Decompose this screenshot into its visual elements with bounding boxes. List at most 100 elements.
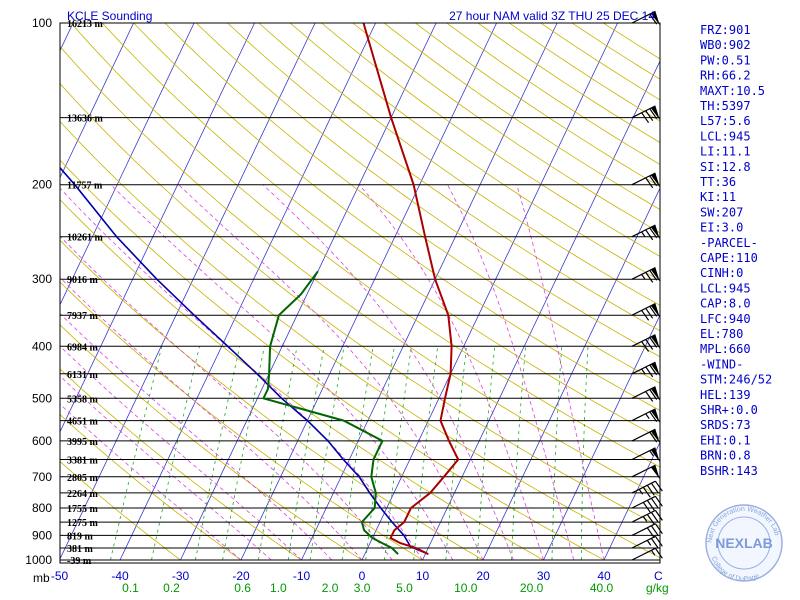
temperature-tick-labels: -50 -40 -30 -20 -10 0 10 20 30 40 [51,569,611,583]
wind-barb-half-flag [649,450,654,457]
height-label: 13636 m [67,114,104,125]
temperature-tick-label: 10 [416,569,430,583]
index-value: EL:780 [700,327,743,341]
wind-barb-staff [631,523,656,536]
index-value: BRN:0.8 [700,449,751,463]
index-value: SI:12.8 [700,160,751,174]
isotherm-line [60,23,134,179]
wind-barb-half-flag [641,231,646,238]
wind-barb-pennant [650,267,660,282]
index-value: EHI:0.1 [700,433,751,447]
wind-barb-pennant [650,429,660,444]
isotherm-line [301,23,558,561]
isotherm-line [422,60,660,561]
wind-barb-flag [649,305,658,317]
wind-barb [631,547,663,561]
index-value: SW:207 [700,205,743,219]
wind-barb-flag [645,110,654,122]
wind-barb-flag [646,484,655,496]
isotherm-line [60,23,316,560]
index-value: CAPE:110 [700,251,758,265]
index-value: CINH:0 [700,266,743,280]
moist-adiabat-line [358,184,544,561]
wind-barb [631,447,660,463]
isotherm-line [543,314,660,561]
isotherm-line [240,23,497,561]
wind-barb [631,266,660,283]
index-value: MAXT:10.5 [700,84,765,98]
height-label: 1755 m [67,504,99,515]
height-label: 10261 m [67,233,104,244]
wind-barb [631,509,663,525]
wind-barb-staff [631,334,656,347]
mixing-ratio-tick-label: 0.2 [163,581,180,595]
index-value: SHR+:0.0 [700,403,758,417]
wind-barb-flag [650,538,659,549]
wind-barb-half-flag [641,368,646,375]
wind-barb-flag [645,229,654,241]
wind-barb [631,172,660,189]
pressure-label: 800 [32,501,52,515]
height-label: -39 m [67,556,92,567]
wind-barb-pennant [650,386,660,401]
wind-barb-pennant [650,362,660,377]
isobar-lines [60,22,660,561]
moist-adiabat-line [447,184,575,561]
temperature-tick-label: -20 [232,569,250,583]
isotherm-line [482,187,660,561]
wind-barb-flag [646,499,655,511]
index-value: -WIND- [700,357,743,371]
parcel-trace [60,166,429,555]
wind-barb [631,361,660,378]
wind-barb [631,523,663,539]
wind-barb-flag [649,13,658,25]
index-value: RH:66.2 [700,69,751,83]
isotherm-line [60,23,255,433]
wind-barb-pennant [650,303,660,318]
wind-barb-flag [649,269,658,281]
isotherm-line [119,23,376,561]
wind-barb [631,302,660,321]
wind-barb-flag [654,495,663,507]
wind-barb-flag [645,391,654,402]
wind-barb [631,428,660,444]
index-value: TT:36 [700,175,736,189]
pressure-label: 100 [32,16,52,30]
index-value: WB0:902 [700,38,751,52]
height-label: 5358 m [67,394,99,405]
height-label: 16213 m [67,19,104,30]
height-label: 4651 m [67,417,99,428]
index-value: -PARCEL- [700,236,758,250]
index-value: HEL:139 [700,388,751,402]
height-label: 6131 m [67,370,99,381]
wind-barb-staff [631,464,656,478]
wind-barb-flag [641,341,650,352]
wind-barb-flag [645,272,654,283]
wind-barb-half-flag [641,274,646,280]
wind-barb-flag [649,431,658,443]
wind-barb-flag [650,497,659,509]
mixing-ratio-tick-label: 20.0 [520,581,544,595]
wind-barb-flag [645,177,654,189]
wind-barb-pennant [650,408,660,424]
isotherm-lines [60,23,660,561]
index-value: LI:11.1 [700,145,751,159]
index-value: KI:11 [700,190,736,204]
pressure-unit-label: mb [33,571,50,585]
pressure-label: 600 [32,434,52,448]
temperature-unit-label: C [654,569,663,583]
wind-barb-flag [645,339,654,350]
plot-frame [59,22,661,564]
wind-barb-flag [641,112,650,124]
temperature-tick-label: -50 [51,569,69,583]
height-label: 2805 m [67,473,99,484]
pressure-labels: 100 200 300 400 500 600 700 800 900 1000 [25,16,52,567]
index-value: LFC:940 [700,312,751,326]
wind-barb-pennant [650,105,660,121]
moist-adiabat-line [60,345,302,561]
wind-barb [631,334,660,352]
sounding-profiles [60,23,460,555]
wind-barb-flag [649,389,658,400]
height-label: 381 m [67,544,94,555]
